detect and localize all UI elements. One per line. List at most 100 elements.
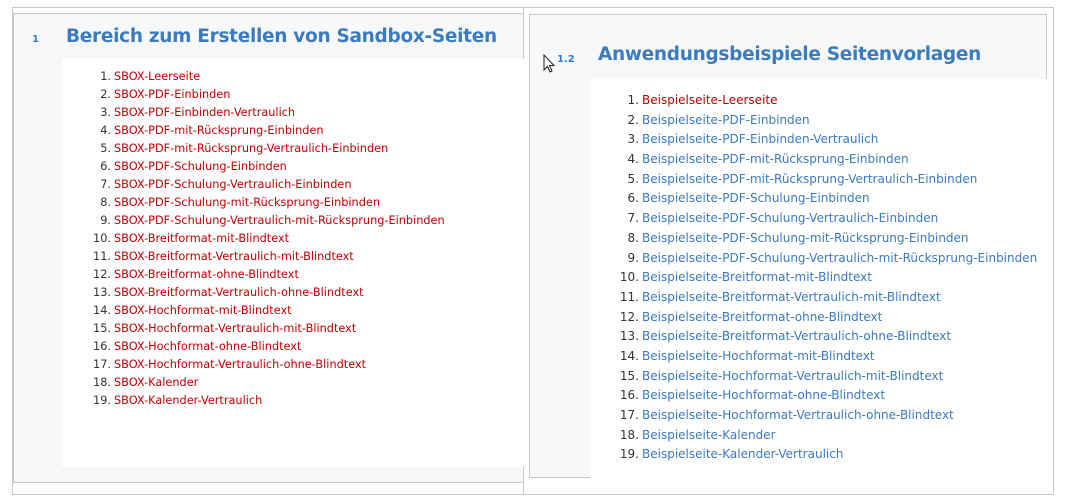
page-link[interactable]: Beispielseite-Hochformat-Vertraulich-mit… [642,368,944,383]
page-link[interactable]: Beispielseite-PDF-Einbinden-Vertraulich [642,132,879,147]
page-link[interactable]: SBOX-PDF-Schulung-Vertraulich-mit-Rücksp… [114,214,445,227]
page-link[interactable]: SBOX-Hochformat-mit-Blindtext [114,304,292,317]
list-item: 14. SBOX-Hochformat-mit-Blindtext [93,302,445,320]
page-link[interactable]: SBOX-Breitformat-Vertraulich-mit-Blindte… [114,250,354,263]
item-number: 18. [619,427,639,442]
list-item: 10. SBOX-Breitformat-mit-Blindtext [93,230,445,248]
list-item: 13. Beispielseite-Breitformat-Vertraulich… [620,327,1037,347]
item-number: 16. [93,340,111,353]
page-link[interactable]: SBOX-PDF-Schulung-mit-Rücksprung-Einbind… [114,196,380,209]
item-number: 14. [619,348,639,363]
item-number: 11. [93,250,111,263]
sandbox-page-list: 1. SBOX-Leerseite 2. SBOX-PDF-Einbinden 3. SB… [93,68,445,410]
page-link[interactable]: Beispielseite-Hochformat-mit-Blindtext [642,348,875,363]
item-number: 4. [627,152,639,167]
list-item: 2. SBOX-PDF-Einbinden [100,86,445,104]
list-item: 12. SBOX-Breitformat-ohne-Blindtext [93,266,445,284]
item-number: 19. [93,394,111,407]
item-number: 19. [619,447,639,462]
page-link[interactable]: SBOX-PDF-Einbinden-Vertraulich [114,106,296,119]
item-number: 3. [627,132,639,147]
page-link[interactable]: SBOX-Hochformat-ohne-Blindtext [114,340,302,353]
page-link[interactable]: Beispielseite-PDF-mit-Rücksprung-Vertrau… [642,171,978,186]
page-link[interactable]: Beispielseite-Kalender [642,427,776,442]
page-link[interactable]: SBOX-PDF-mit-Rücksprung-Vertraulich-Einb… [114,142,389,155]
page-link[interactable]: SBOX-Hochformat-Vertraulich-ohne-Blindte… [114,358,367,371]
item-number: 2. [627,112,639,127]
item-number: 11. [619,289,639,304]
list-item: 2. Beispielseite-PDF-Einbinden [628,111,1037,131]
list-item: 4. Beispielseite-PDF-mit-Rücksprung-Einbi… [628,150,1037,170]
item-number: 10. [619,270,639,285]
section-number: 1 [32,34,39,45]
page-link[interactable]: SBOX-Leerseite [114,70,201,83]
item-number: 17. [93,358,111,371]
page-link[interactable]: SBOX-PDF-mit-Rücksprung-Einbinden [114,124,324,137]
list-item: 8. SBOX-PDF-Schulung-mit-Rücksprung-Einbi… [100,194,445,212]
list-item: 8. Beispielseite-PDF-Schulung-mit-Rückspr… [628,229,1037,249]
page-link[interactable]: SBOX-PDF-Einbinden [114,88,231,101]
item-number: 16. [619,388,639,403]
list-item: 6. Beispielseite-PDF-Schulung-Einbinden [628,189,1037,209]
item-number: 10. [93,232,111,245]
list-item: 17. Beispielseite-Hochformat-Vertraulich-… [620,406,1037,426]
page-link[interactable]: Beispielseite-Leerseite [642,93,778,107]
list-item: 14. Beispielseite-Hochformat-mit-Blindtex… [620,347,1037,367]
item-number: 15. [619,368,639,383]
section-title: Anwendungsbeispiele Seitenvorlagen [598,44,981,65]
page-link[interactable]: SBOX-Breitformat-Vertraulich-ohne-Blindt… [114,286,364,299]
page-link[interactable]: Beispielseite-Breitformat-mit-Blindtext [642,270,872,285]
item-number: 2. [100,88,111,101]
list-item: 7. Beispielseite-PDF-Schulung-Vertraulich… [628,209,1037,229]
list-item: 11. Beispielseite-Breitformat-Vertraulich… [620,288,1037,308]
page-link[interactable]: Beispielseite-Kalender-Vertraulich [642,447,844,462]
list-item: 3. SBOX-PDF-Einbinden-Vertraulich [100,104,445,122]
page-link[interactable]: Beispielseite-Breitformat-Vertraulich-oh… [642,329,952,344]
section-title: Bereich zum Erstellen von Sandbox-Seiten [66,26,497,47]
page-link[interactable]: SBOX-Breitformat-mit-Blindtext [114,232,290,245]
list-item: 7. SBOX-PDF-Schulung-Vertraulich-Einbinde… [100,176,445,194]
list-item: 1. Beispielseite-Leerseite [628,91,1037,111]
page-link[interactable]: Beispielseite-Breitformat-ohne-Blindtext [642,309,883,324]
list-item: 10. Beispielseite-Breitformat-mit-Blindte… [620,268,1037,288]
page-link[interactable]: Beispielseite-PDF-Schulung-Vertraulich-m… [642,250,1038,265]
list-item: 15. SBOX-Hochformat-Vertraulich-mit-Blind… [93,320,445,338]
item-number: 6. [627,191,639,206]
item-number: 6. [100,160,111,173]
page-link[interactable]: SBOX-Breitformat-ohne-Blindtext [114,268,299,281]
page-link[interactable]: SBOX-PDF-Schulung-Einbinden [114,160,287,173]
sandbox-section-panel: 1 Bereich zum Erstellen von Sandbox-Seit… [13,13,524,483]
list-container: 1. SBOX-Leerseite 2. SBOX-PDF-Einbinden 3. SB… [62,59,524,467]
page-link[interactable]: Beispielseite-PDF-Schulung-Einbinden [642,191,870,206]
item-number: 9. [100,214,111,227]
list-item: 16. SBOX-Hochformat-ohne-Blindtext [93,338,445,356]
template-page-list: 1. Beispielseite-Leerseite 2. Beispielseite… [620,91,1038,465]
list-item: 1. SBOX-Leerseite [100,68,445,86]
page-link[interactable]: Beispielseite-Breitformat-Vertraulich-mi… [642,289,941,304]
item-number: 1. [100,70,111,83]
list-item: 19. Beispielseite-Kalender-Vertraulich [620,445,1037,465]
list-item: 9. SBOX-PDF-Schulung-Vertraulich-mit-Rück… [100,212,445,230]
page-link[interactable]: SBOX-PDF-Schulung-Vertraulich-Einbinden [114,178,352,191]
page-link[interactable]: SBOX-Hochformat-Vertraulich-mit-Blindtex… [114,322,357,335]
page-link[interactable]: SBOX-Kalender [114,376,199,389]
item-number: 8. [100,196,111,209]
page-link[interactable]: Beispielseite-PDF-Einbinden [642,112,810,127]
page-link[interactable]: Beispielseite-PDF-Schulung-mit-Rücksprun… [642,230,969,245]
item-number: 8. [627,230,639,245]
page-link[interactable]: Beispielseite-PDF-mit-Rücksprung-Einbind… [642,152,909,167]
outer-frame [12,7,1054,495]
list-item: 13. SBOX-Breitformat-Vertraulich-ohne-Bli… [93,284,445,302]
item-number: 7. [627,211,639,226]
list-item: 15. Beispielseite-Hochformat-Vertraulich-… [620,367,1037,387]
item-number: 12. [619,309,639,324]
list-item: 19. SBOX-Kalender-Vertraulich [93,392,445,410]
page-link[interactable]: Beispielseite-Hochformat-Vertraulich-ohn… [642,408,954,422]
item-number: 5. [100,142,111,155]
list-item: 5. SBOX-PDF-mit-Rücksprung-Vertraulich-Ei… [100,140,445,158]
page-link[interactable]: SBOX-Kalender-Vertraulich [114,394,263,407]
list-item: 18. Beispielseite-Kalender [620,426,1037,446]
page-link[interactable]: Beispielseite-PDF-Schulung-Vertraulich-E… [642,211,939,226]
item-number: 9. [627,250,639,265]
page-link[interactable]: Beispielseite-Hochformat-ohne-Blindtext [642,388,886,403]
